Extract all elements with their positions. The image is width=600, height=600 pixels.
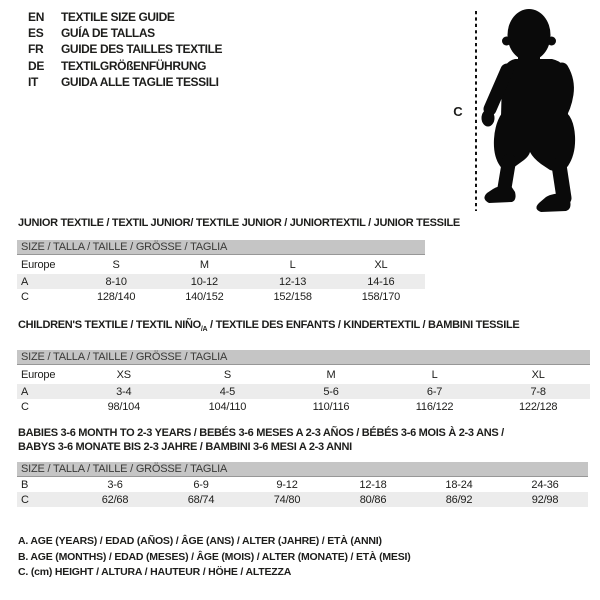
size-cell: S xyxy=(112,258,120,271)
table-title: CHILDREN'S TEXTILE / TEXTIL NIÑO/A / TEX… xyxy=(17,318,590,337)
table-row: A 3-4 4-5 5-6 6-7 7-8 xyxy=(17,384,590,400)
language-label: TEXTILE SIZE GUIDE xyxy=(61,10,175,25)
value-cell: 3-4 xyxy=(116,385,132,398)
title-part: CHILDREN'S TEXTILE / TEXTIL NIÑO xyxy=(18,319,201,331)
table-row: Europe XS S M L XL xyxy=(17,365,590,384)
table-row: Europe S M L XL xyxy=(17,255,425,274)
value-cell: 6-7 xyxy=(426,385,443,398)
size-cell: M xyxy=(326,368,336,381)
language-label: GUÍA DE TALLAS xyxy=(61,26,155,41)
value-cell: 68/74 xyxy=(187,493,215,506)
row-label: A xyxy=(21,385,29,398)
language-label: GUIDA ALLE TAGLIE TESSILI xyxy=(61,74,219,89)
value-cell: 80/86 xyxy=(359,493,387,506)
footnote-legend: A. AGE (YEARS) / EDAD (AÑOS) / ÂGE (ANS)… xyxy=(18,534,411,581)
value-cell: 62/68 xyxy=(101,493,129,506)
language-row-fr: FR GUIDE DES TAILLES TEXTILE xyxy=(28,41,223,57)
value-cell: 5-6 xyxy=(323,385,339,398)
table-row: C 128/140 140/152 152/158 158/170 xyxy=(17,289,425,304)
size-cell: M xyxy=(199,258,209,271)
baby-figure: C xyxy=(440,3,598,215)
row-label: C xyxy=(21,400,29,413)
language-row-de: DE TEXTILGRÖßENFÜHRUNG xyxy=(28,58,222,74)
value-cell: 152/158 xyxy=(273,290,312,303)
value-cell: 104/110 xyxy=(208,400,247,413)
table-row: A 8-10 10-12 12-13 14-16 xyxy=(17,274,425,289)
value-cell: 128/140 xyxy=(96,290,136,303)
footnote-age-years: A. AGE (YEARS) / EDAD (AÑOS) / ÂGE (ANS)… xyxy=(18,535,382,547)
baby-silhouette-icon xyxy=(475,9,576,212)
footnote-height: C. (cm) HEIGHT / ALTURA / HAUTEUR / HÖHE… xyxy=(18,566,292,579)
value-cell: 116/122 xyxy=(415,400,454,413)
language-row-it: IT GUIDA ALLE TAGLIE TESSILI xyxy=(28,74,222,90)
row-label: C xyxy=(21,493,29,506)
height-measure-label: C xyxy=(453,104,463,119)
table-title: BABIES 3-6 MONTH TO 2-3 YEARS / BEBÉS 3-… xyxy=(17,426,588,454)
baby-silhouette-shape xyxy=(481,9,576,212)
value-cell: 14-16 xyxy=(367,275,395,288)
size-cell: L xyxy=(289,258,296,271)
value-cell: 3-6 xyxy=(107,478,123,491)
size-header-bar: SIZE / TALLA / TAILLE / GRÖSSE / TAGLIA xyxy=(17,240,425,255)
size-cell: XL xyxy=(531,368,545,381)
value-cell: 74/80 xyxy=(273,493,301,506)
row-label: C xyxy=(21,290,29,303)
row-label: B xyxy=(21,478,29,491)
language-code: IT xyxy=(28,74,39,89)
size-cell: XS xyxy=(116,368,131,381)
row-label: A xyxy=(21,275,29,288)
table-title-line1: BABIES 3-6 MONTH TO 2-3 YEARS / BEBÉS 3-… xyxy=(18,427,504,439)
value-cell: 98/104 xyxy=(107,400,141,413)
value-cell: 92/98 xyxy=(531,493,559,506)
babies-textile-table: BABIES 3-6 MONTH TO 2-3 YEARS / BEBÉS 3-… xyxy=(17,426,588,507)
language-legend: EN TEXTILE SIZE GUIDE ES GUÍA DE TALLAS … xyxy=(28,9,223,90)
row-label: Europe xyxy=(21,368,56,381)
table-row: B 3-6 6-9 9-12 12-18 18-24 24-36 xyxy=(17,477,588,492)
table-title-line2: BABYS 3-6 MONATE BIS 2-3 JAHRE / BAMBINI… xyxy=(18,441,352,453)
language-code: DE xyxy=(28,58,45,73)
value-cell: 140/152 xyxy=(185,290,224,303)
value-cell: 7-8 xyxy=(530,385,547,398)
size-cell: L xyxy=(431,368,438,381)
size-header-bar: SIZE / TALLA / TAILLE / GRÖSSE / TAGLIA xyxy=(17,462,588,477)
junior-textile-table: JUNIOR TEXTILE / TEXTIL JUNIOR/ TEXTILE … xyxy=(17,216,460,304)
size-cell: S xyxy=(223,368,231,381)
size-header-bar: SIZE / TALLA / TAILLE / GRÖSSE / TAGLIA xyxy=(17,350,590,366)
value-cell: 122/128 xyxy=(518,400,558,413)
value-cell: 12-18 xyxy=(359,478,387,491)
value-cell: 10-12 xyxy=(190,275,218,288)
value-cell: 110/116 xyxy=(312,400,350,413)
language-row-es: ES GUÍA DE TALLAS xyxy=(28,25,222,41)
title-part: / TEXTILE DES ENFANTS / KINDERTEXTIL / B… xyxy=(207,319,520,331)
value-cell: 86/92 xyxy=(445,493,473,506)
row-label: Europe xyxy=(21,258,56,271)
value-cell: 8-10 xyxy=(105,275,127,288)
size-cell: XL xyxy=(374,258,388,271)
value-cell: 4-5 xyxy=(219,385,236,398)
language-label: TEXTILGRÖßENFÜHRUNG xyxy=(61,58,207,73)
children-textile-table: CHILDREN'S TEXTILE / TEXTIL NIÑO/A / TEX… xyxy=(17,318,590,414)
value-cell: 158/170 xyxy=(361,290,401,303)
footnote-age-months: B. AGE (MONTHS) / EDAD (MESES) / ÂGE (MO… xyxy=(18,550,411,563)
table-row: C 62/68 68/74 74/80 80/86 86/92 92/98 xyxy=(17,492,588,507)
value-cell: 9-12 xyxy=(276,478,298,491)
language-row-en: EN TEXTILE SIZE GUIDE xyxy=(28,9,222,25)
value-cell: 6-9 xyxy=(193,478,209,491)
table-row: C 98/104 104/110 110/116 116/122 122/128 xyxy=(17,399,590,414)
language-code: FR xyxy=(28,42,44,57)
value-cell: 12-13 xyxy=(279,275,307,288)
value-cell: 18-24 xyxy=(445,478,473,491)
value-cell: 24-36 xyxy=(531,478,559,491)
language-code: EN xyxy=(28,10,45,25)
language-code: ES xyxy=(28,26,44,41)
language-label: GUIDE DES TAILLES TEXTILE xyxy=(61,42,223,57)
table-title: JUNIOR TEXTILE / TEXTIL JUNIOR/ TEXTILE … xyxy=(18,217,460,229)
title-subscript: /A xyxy=(200,326,208,334)
